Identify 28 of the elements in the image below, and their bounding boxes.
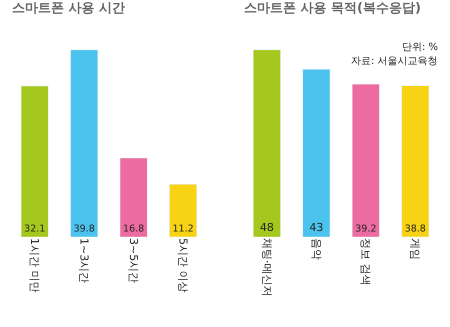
x-tick-label: 음악 [310, 238, 323, 260]
chart-title: 스마트폰 사용 시간 [12, 1, 126, 16]
annotation: 자료: 서울시교육청 [351, 56, 438, 67]
annotation: 단위: % [402, 42, 438, 53]
x-tick-label: 1시간 미만 [28, 238, 42, 292]
data-label: 48 [260, 221, 274, 234]
bar [169, 184, 197, 237]
x-tick-label: 3~5시간 [127, 238, 140, 284]
x-tick-label: 채팅·메신저 [260, 238, 274, 296]
x-tick-label: 정보 검색 [359, 238, 372, 286]
x-tick-label: 게임 [408, 238, 422, 260]
x-tick-label: 1~3시간 [78, 238, 91, 284]
data-label: 32.1 [24, 223, 46, 234]
chart-title: 스마트폰 사용 목적(복수응답) [244, 1, 421, 16]
bar [120, 158, 148, 237]
data-label: 43 [309, 221, 324, 234]
bar [253, 50, 281, 237]
data-label: 11.2 [172, 223, 194, 234]
data-label: 38.8 [404, 223, 426, 234]
data-label: 16.8 [123, 223, 144, 234]
data-label: 39.8 [74, 223, 95, 234]
bar [302, 69, 330, 237]
data-label: 39.2 [355, 223, 376, 234]
bar [401, 85, 430, 237]
bar [352, 84, 380, 237]
bar [70, 50, 98, 237]
x-tick-label: 5시간 이상 [176, 238, 190, 292]
bar [20, 86, 49, 237]
